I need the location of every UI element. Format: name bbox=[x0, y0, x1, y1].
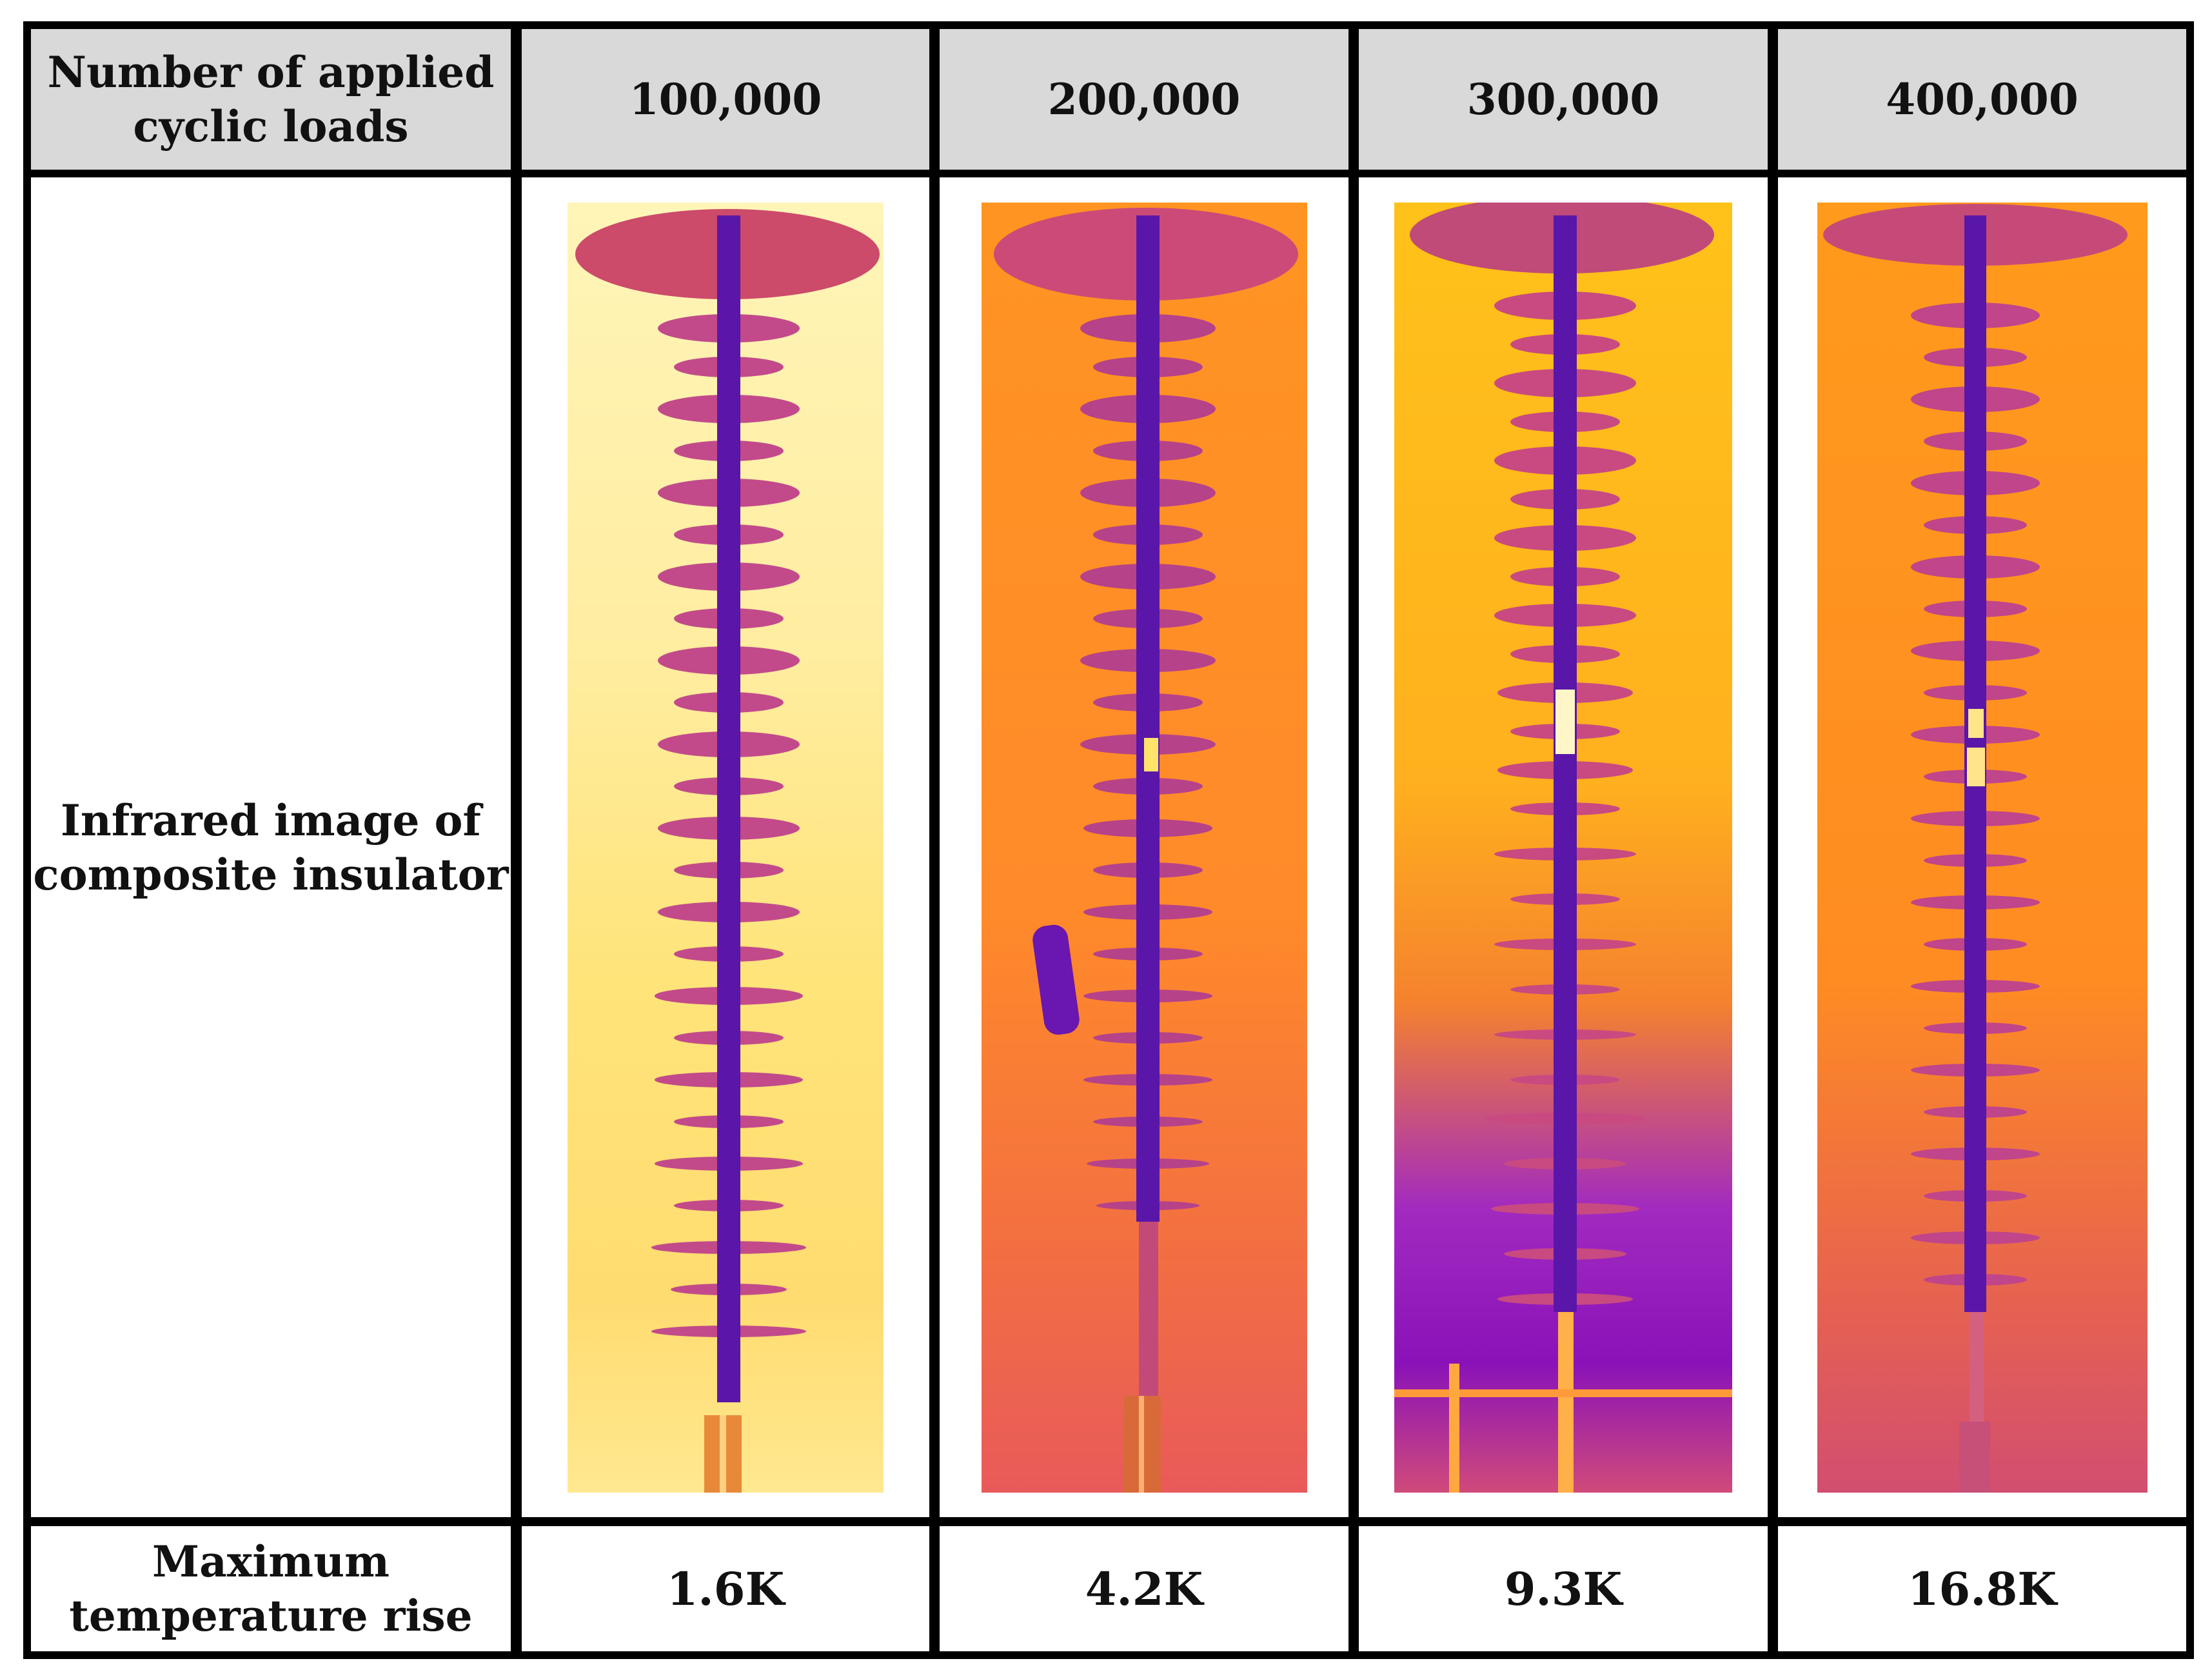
header-cycles-100000: 100,000 bbox=[629, 74, 822, 124]
image-label-cell: Infrared image of composite insulator bbox=[31, 177, 511, 1517]
temperature-cell-200000: 4.2K bbox=[940, 1526, 1348, 1651]
ir-cell-100000 bbox=[522, 177, 929, 1517]
header-label-cell: Number of applied cyclic loads bbox=[31, 29, 511, 170]
temperature-cell-100000: 1.6K bbox=[522, 1526, 929, 1651]
ir-cell-300000 bbox=[1359, 177, 1768, 1517]
results-table: Number of applied cyclic loads 100,000 2… bbox=[23, 21, 2194, 1659]
infrared-image-400000 bbox=[1817, 202, 2148, 1493]
temperature-label-cell: Maximum temperature rise bbox=[31, 1526, 511, 1651]
header-label-line1: Number of applied bbox=[47, 47, 495, 97]
infrared-image-100000 bbox=[568, 202, 884, 1493]
temperature-label-line2: temperature rise bbox=[69, 1591, 473, 1641]
header-cycles-200000: 200,000 bbox=[1047, 74, 1241, 124]
insulator-core bbox=[717, 215, 740, 1402]
temperature-label: Maximum temperature rise bbox=[69, 1535, 472, 1643]
temperature-rise-100000: 1.6K bbox=[666, 1562, 785, 1616]
image-label: Infrared image of composite insulator bbox=[33, 793, 508, 902]
insulator-sheds bbox=[651, 313, 806, 1337]
header-cell-200000: 200,000 bbox=[940, 29, 1348, 170]
temperature-cell-400000: 16.8K bbox=[1778, 1526, 2186, 1651]
header-cell-100000: 100,000 bbox=[522, 29, 929, 170]
temperature-cell-300000: 9.3K bbox=[1359, 1526, 1768, 1651]
temperature-rise-400000: 16.8K bbox=[1907, 1562, 2057, 1616]
image-label-line2: composite insulator bbox=[33, 849, 509, 900]
header-cell-300000: 300,000 bbox=[1359, 29, 1768, 170]
header-label-line2: cyclic loads bbox=[133, 101, 409, 152]
ir-cell-200000 bbox=[940, 177, 1348, 1517]
temperature-rise-200000: 4.2K bbox=[1085, 1562, 1203, 1616]
temperature-label-line1: Maximum bbox=[152, 1536, 390, 1587]
ir-cell-400000 bbox=[1778, 177, 2186, 1517]
header-label: Number of applied cyclic loads bbox=[48, 45, 495, 154]
temperature-rise-300000: 9.3K bbox=[1504, 1562, 1623, 1616]
header-cycles-300000: 300,000 bbox=[1466, 74, 1660, 124]
header-cell-400000: 400,000 bbox=[1778, 29, 2186, 170]
header-cycles-400000: 400,000 bbox=[1886, 74, 2079, 124]
infrared-image-200000 bbox=[981, 202, 1307, 1493]
infrared-image-300000 bbox=[1394, 202, 1732, 1493]
image-label-line1: Infrared image of bbox=[61, 795, 481, 846]
